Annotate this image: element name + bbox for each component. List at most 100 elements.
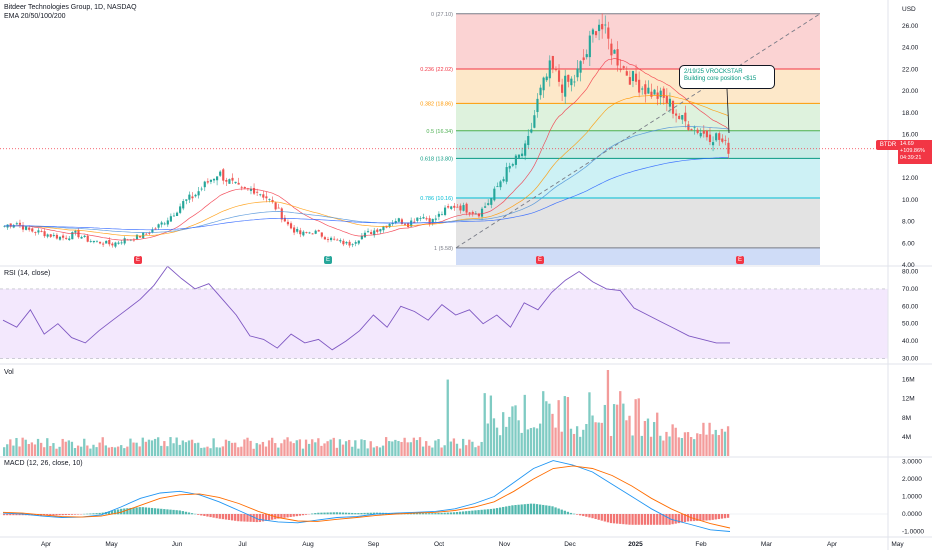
- candle-body: [231, 177, 234, 181]
- volume-bar: [412, 437, 416, 456]
- volume-bar: [184, 442, 188, 456]
- rsi-tick-label: 50.00: [902, 321, 919, 328]
- candle-body: [570, 78, 573, 86]
- volume-bar: [157, 437, 160, 456]
- rsi-tick-label: 40.00: [902, 338, 919, 345]
- volume-bar: [175, 437, 178, 456]
- volume-bar: [70, 441, 74, 456]
- volume-bar: [258, 444, 261, 456]
- volume-bar: [150, 440, 154, 456]
- volume-bar: [378, 447, 382, 456]
- macd-histogram-bar: [554, 507, 557, 515]
- candle-body: [21, 225, 25, 230]
- currency-label[interactable]: USD: [902, 6, 916, 13]
- rsi-label[interactable]: RSI (14, close): [4, 270, 51, 277]
- volume-bar: [529, 428, 533, 456]
- macd-histogram-bar: [640, 514, 643, 525]
- candle-body: [268, 199, 271, 200]
- annotation-line-1: 2/19/25 VROCKSTAR: [684, 69, 743, 75]
- rsi-tick-label: 30.00: [902, 356, 919, 363]
- volume-bar: [646, 418, 650, 456]
- volume-bar: [43, 447, 46, 456]
- candle-body: [71, 232, 74, 240]
- candle-body: [567, 74, 570, 82]
- fib-zone: [456, 247, 820, 265]
- macd-histogram-bar: [477, 510, 480, 515]
- candle-body: [684, 112, 687, 122]
- candle-body: [410, 220, 413, 227]
- candle-body: [58, 236, 62, 240]
- candle-body: [191, 196, 194, 199]
- macd-histogram-bar: [58, 514, 61, 516]
- volume-bar: [326, 441, 329, 456]
- volume-bar: [76, 445, 80, 456]
- macd-histogram-bar: [622, 514, 625, 525]
- volume-bar: [64, 441, 67, 456]
- time-tick-label: Jul: [238, 541, 247, 548]
- candle-body: [280, 208, 283, 220]
- macd-histogram-bar: [440, 512, 443, 515]
- volume-tick-label: 12M: [902, 396, 915, 403]
- macd-histogram-bar: [551, 506, 554, 515]
- candle-body: [163, 223, 166, 225]
- candle-body: [160, 222, 163, 225]
- volume-bar: [92, 444, 95, 456]
- macd-histogram-bar: [421, 513, 425, 515]
- macd-histogram-bar: [212, 514, 215, 518]
- macd-histogram-bar: [230, 514, 234, 521]
- ema-lines: [4, 58, 729, 241]
- candle-body: [598, 24, 601, 32]
- earnings-marker[interactable]: E: [324, 256, 332, 264]
- candle-body: [317, 230, 320, 232]
- macd-histogram-bar: [277, 514, 280, 519]
- macd-histogram-bar: [175, 510, 178, 515]
- volume-bar: [209, 448, 212, 456]
- candle-body: [650, 91, 653, 97]
- ema-legend[interactable]: EMA 20/50/100/200: [4, 13, 66, 20]
- candle-body: [28, 227, 31, 230]
- volume-bar: [274, 443, 277, 456]
- symbol-title[interactable]: Bitdeer Technologies Group, 1D, NASDAQ: [4, 4, 137, 11]
- volume-label[interactable]: Vol: [4, 369, 14, 376]
- macd-histogram-bar: [292, 514, 295, 517]
- volume-bar: [24, 439, 27, 456]
- idea-annotation[interactable]: 2/19/25 VROCKSTAR Building core position…: [679, 65, 775, 89]
- volume-bar: [572, 433, 576, 456]
- volume-bar: [234, 442, 237, 456]
- earnings-marker[interactable]: E: [134, 256, 142, 264]
- macd-histogram-bar: [597, 514, 600, 520]
- price-tick-label: 12.00: [902, 175, 919, 182]
- time-tick-label: Aug: [302, 541, 314, 548]
- earnings-marker[interactable]: E: [536, 256, 544, 264]
- candle-body: [382, 226, 385, 231]
- volume-bar: [138, 446, 141, 456]
- volume-bar: [495, 427, 499, 456]
- volume-bar: [83, 438, 86, 456]
- macd-histogram-bar: [717, 514, 720, 520]
- macd-pane: -1.0000 0.0000 1.0000 2.0000 3.0000: [0, 459, 924, 536]
- macd-label[interactable]: MACD (12, 26, close, 10): [4, 460, 83, 467]
- candle-body: [400, 219, 404, 224]
- volume-bar: [372, 447, 375, 456]
- candle-body: [514, 155, 517, 165]
- earnings-marker[interactable]: E: [736, 256, 744, 264]
- volume-bar: [172, 443, 175, 456]
- macd-histogram-bar: [187, 512, 191, 515]
- candle-body: [690, 129, 693, 131]
- volume-bar: [181, 440, 184, 456]
- macd-histogram-bar: [95, 513, 98, 515]
- candle-body: [212, 178, 216, 181]
- candle-body: [234, 181, 237, 184]
- candle-body: [206, 181, 209, 183]
- macd-histogram-bar: [252, 514, 255, 522]
- volume-bar: [46, 438, 49, 456]
- macd-histogram-bar: [662, 514, 665, 525]
- macd-histogram-bar: [314, 513, 317, 515]
- volume-bar: [384, 437, 388, 456]
- candle-body: [443, 207, 447, 215]
- macd-histogram-bar: [483, 509, 486, 515]
- volume-bar: [335, 447, 339, 456]
- macd-histogram-bar: [203, 514, 206, 516]
- candle-body: [662, 88, 665, 98]
